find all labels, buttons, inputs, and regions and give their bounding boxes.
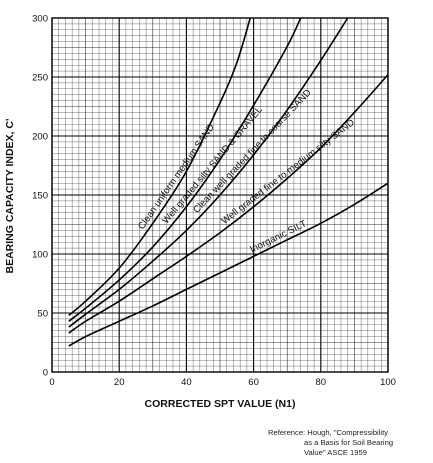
- x-tick-label: 0: [49, 377, 54, 388]
- curves: [68, 17, 389, 347]
- y-tick-label: 50: [37, 309, 48, 320]
- reference-line-3: Value" ASCE 1959: [304, 448, 367, 457]
- x-tick-label: 20: [114, 377, 125, 388]
- reference-line-2: as a Basis for Soil Bearing: [304, 438, 394, 447]
- plot-frame: [51, 17, 389, 373]
- grid: [51, 17, 389, 373]
- y-tick-label: 300: [32, 14, 48, 25]
- series-line: [68, 17, 349, 328]
- reference-note: Reference: Hough, "Compressibility as a …: [268, 428, 428, 458]
- y-axis-label: BEARING CAPACITY INDEX, C': [4, 119, 16, 274]
- y-tick-label: 150: [32, 191, 48, 202]
- y-tick-label: 0: [43, 368, 48, 379]
- series-line: [68, 17, 252, 316]
- x-tick-label: 40: [181, 377, 192, 388]
- series-line: [68, 17, 302, 322]
- y-tick-label: 250: [32, 73, 48, 84]
- x-tick-label: 80: [316, 377, 327, 388]
- y-tick-label: 200: [32, 132, 48, 143]
- y-tick-label: 100: [32, 250, 48, 261]
- x-tick-label: 100: [380, 377, 396, 388]
- series-label: Inorganic SILT: [248, 218, 308, 255]
- series-line: [68, 182, 389, 347]
- x-tick-label: 60: [248, 377, 259, 388]
- reference-line-1: Reference: Hough, "Compressibility: [268, 428, 389, 437]
- tick-labels: 0 20 40 60 80 100 0 50 100 150 200 250 300: [32, 14, 396, 389]
- series-line: [68, 74, 389, 334]
- x-axis-label: CORRECTED SPT VALUE (N1): [145, 398, 296, 410]
